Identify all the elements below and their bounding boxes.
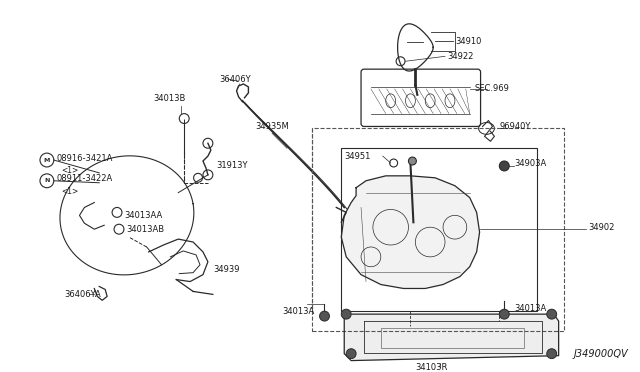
Text: 34951: 34951 xyxy=(344,151,371,161)
Text: 34013AB: 34013AB xyxy=(126,225,164,234)
Text: 34902: 34902 xyxy=(588,223,614,232)
Circle shape xyxy=(408,157,417,165)
Circle shape xyxy=(499,161,509,171)
Text: 34910: 34910 xyxy=(455,37,481,46)
Bar xyxy=(341,148,537,311)
Text: 34013A: 34013A xyxy=(282,307,314,316)
Circle shape xyxy=(499,309,509,319)
Circle shape xyxy=(547,309,557,319)
Text: 08911-3422A: 08911-3422A xyxy=(57,174,113,183)
Circle shape xyxy=(547,349,557,359)
Polygon shape xyxy=(341,176,479,288)
Circle shape xyxy=(341,309,351,319)
Text: 96940Y: 96940Y xyxy=(499,122,531,131)
Text: M: M xyxy=(44,157,50,163)
Text: 34903A: 34903A xyxy=(514,158,547,167)
Text: <1>: <1> xyxy=(61,166,79,176)
Text: J349000QV: J349000QV xyxy=(573,349,628,359)
Text: 34922: 34922 xyxy=(447,52,474,61)
Text: SEC.969: SEC.969 xyxy=(475,84,509,93)
Text: 34013AA: 34013AA xyxy=(124,211,162,220)
Text: 34103R: 34103R xyxy=(415,363,448,372)
Text: 34013A: 34013A xyxy=(514,304,547,313)
Text: 36406YA: 36406YA xyxy=(65,290,101,299)
Text: N: N xyxy=(44,178,49,183)
Text: 31913Y: 31913Y xyxy=(216,161,247,170)
Bar xyxy=(381,328,524,348)
Text: 34935M: 34935M xyxy=(255,122,289,131)
Text: <1>: <1> xyxy=(61,187,79,196)
Circle shape xyxy=(346,349,356,359)
Polygon shape xyxy=(344,314,559,360)
Text: 08916-3421A: 08916-3421A xyxy=(57,154,113,163)
Bar xyxy=(312,128,564,331)
Text: 34013B: 34013B xyxy=(154,94,186,103)
Text: 34939: 34939 xyxy=(213,265,239,274)
Circle shape xyxy=(319,311,330,321)
Text: 36406Y: 36406Y xyxy=(220,74,252,84)
